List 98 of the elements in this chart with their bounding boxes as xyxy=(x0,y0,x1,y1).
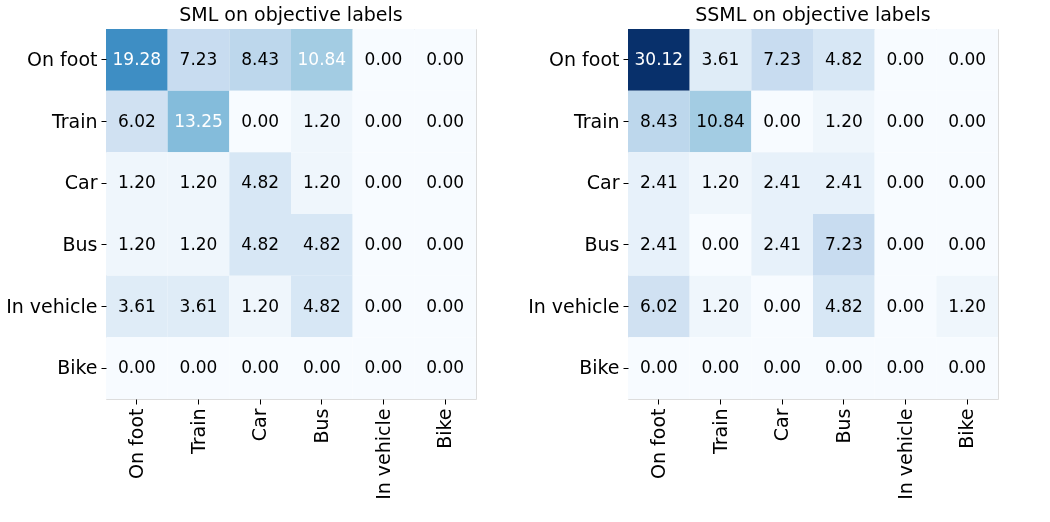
x-tick-label: Train xyxy=(708,408,731,456)
data-label: 0.00 xyxy=(302,357,341,378)
data-label: 1.20 xyxy=(824,110,863,131)
y-tick-label: In vehicle xyxy=(6,294,98,317)
data-label: 2.41 xyxy=(763,172,802,193)
data-label: 0.00 xyxy=(639,357,678,378)
data-label: 0.00 xyxy=(886,48,925,69)
data-label: 0.00 xyxy=(426,357,465,378)
data-label: 0.00 xyxy=(948,48,987,69)
data-label: 10.84 xyxy=(696,110,745,131)
data-label: 1.20 xyxy=(701,172,740,193)
data-label: 0.00 xyxy=(948,172,987,193)
data-label: 6.02 xyxy=(639,295,678,316)
y-tick-label: Bike xyxy=(579,356,620,379)
data-label: 0.00 xyxy=(886,110,925,131)
chart-title: SML on objective labels xyxy=(179,3,403,25)
x-tick-label: On foot xyxy=(124,408,147,479)
data-label: 4.82 xyxy=(241,172,280,193)
y-tick-label: In vehicle xyxy=(528,294,620,317)
y-tick-label: Car xyxy=(586,171,620,194)
data-label: 4.82 xyxy=(824,295,863,316)
data-label: 0.00 xyxy=(364,48,403,69)
data-label: 3.61 xyxy=(179,295,218,316)
data-label: 1.20 xyxy=(179,172,218,193)
data-label: 1.20 xyxy=(179,233,218,254)
data-label: 1.20 xyxy=(117,172,156,193)
y-tick-label: Train xyxy=(50,109,98,132)
y-tick-label: On foot xyxy=(549,47,620,70)
data-label: 7.23 xyxy=(179,48,218,69)
data-label: 1.20 xyxy=(117,233,156,254)
data-label: 8.43 xyxy=(241,48,280,69)
data-label: 0.00 xyxy=(948,357,987,378)
data-label: 3.61 xyxy=(701,48,740,69)
data-label: 0.00 xyxy=(701,233,740,254)
data-label: 3.61 xyxy=(117,295,156,316)
x-tick-label: Car xyxy=(248,408,271,442)
data-label: 1.20 xyxy=(948,295,987,316)
x-tick-label: In vehicle xyxy=(371,408,394,500)
data-label: 2.41 xyxy=(639,233,678,254)
data-label: 2.41 xyxy=(639,172,678,193)
data-label: 0.00 xyxy=(426,172,465,193)
data-label: 0.00 xyxy=(701,357,740,378)
data-label: 4.82 xyxy=(824,48,863,69)
data-label: 0.00 xyxy=(426,110,465,131)
chart-title: SSML on objective labels xyxy=(695,3,931,25)
data-label: 0.00 xyxy=(117,357,156,378)
x-tick-label: Bike xyxy=(433,408,456,449)
data-label: 0.00 xyxy=(364,172,403,193)
data-label: 0.00 xyxy=(948,110,987,131)
data-label: 7.23 xyxy=(824,233,863,254)
data-label: 0.00 xyxy=(763,110,802,131)
x-tick-label: In vehicle xyxy=(893,408,916,500)
data-label: 2.41 xyxy=(763,233,802,254)
data-label: 0.00 xyxy=(241,357,280,378)
data-label: 7.23 xyxy=(763,48,802,69)
data-label: 0.00 xyxy=(948,233,987,254)
x-tick-label: Bus xyxy=(309,408,332,444)
data-label: 0.00 xyxy=(241,110,280,131)
data-label: 0.00 xyxy=(426,295,465,316)
data-label: 13.25 xyxy=(174,110,223,131)
data-label: 0.00 xyxy=(364,357,403,378)
data-label: 0.00 xyxy=(364,233,403,254)
x-tick-label: Train xyxy=(186,408,209,456)
data-label: 0.00 xyxy=(886,172,925,193)
data-label: 4.82 xyxy=(302,233,341,254)
data-label: 0.00 xyxy=(886,233,925,254)
y-tick-label: On foot xyxy=(27,47,98,70)
x-tick-label: Bus xyxy=(831,408,854,444)
data-label: 0.00 xyxy=(426,48,465,69)
data-label: 0.00 xyxy=(763,295,802,316)
data-label: 30.12 xyxy=(634,48,684,69)
data-label: 0.00 xyxy=(886,357,925,378)
data-label: 1.20 xyxy=(701,295,740,316)
data-label: 4.82 xyxy=(302,295,341,316)
data-label: 1.20 xyxy=(302,172,341,193)
data-label: 10.84 xyxy=(297,48,347,69)
data-label: 1.20 xyxy=(241,295,280,316)
data-label: 0.00 xyxy=(763,357,802,378)
data-label: 0.00 xyxy=(426,233,465,254)
x-tick-label: On foot xyxy=(646,408,669,479)
x-tick-label: Car xyxy=(770,408,793,442)
y-tick-label: Car xyxy=(64,171,98,194)
data-label: 0.00 xyxy=(364,110,403,131)
data-label: 0.00 xyxy=(824,357,863,378)
data-label: 1.20 xyxy=(302,110,341,131)
y-tick-label: Train xyxy=(572,109,620,132)
y-tick-label: Bus xyxy=(62,232,98,255)
data-label: 2.41 xyxy=(824,172,863,193)
y-tick-label: Bike xyxy=(57,356,98,379)
data-label: 0.00 xyxy=(886,295,925,316)
data-label: 0.00 xyxy=(364,295,403,316)
data-label: 8.43 xyxy=(639,110,678,131)
data-label: 4.82 xyxy=(241,233,280,254)
x-tick-label: Bike xyxy=(955,408,978,449)
data-label: 0.00 xyxy=(179,357,218,378)
data-label: 6.02 xyxy=(117,110,156,131)
y-tick-label: Bus xyxy=(584,232,620,255)
data-label: 19.28 xyxy=(112,48,162,69)
